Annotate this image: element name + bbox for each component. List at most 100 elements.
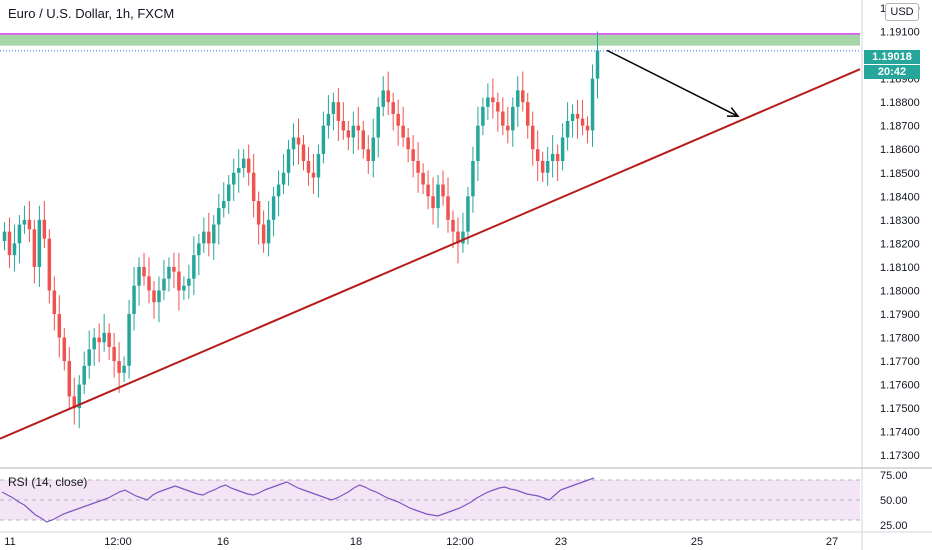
price-tick-label: 1.17300	[880, 450, 920, 462]
candle-body	[411, 149, 415, 161]
candle-body	[52, 290, 57, 314]
candle-body	[87, 349, 91, 366]
candle-body	[456, 231, 460, 244]
symbol-title: Euro / U.S. Dollar, 1h, FXCM	[8, 6, 175, 21]
candle-body	[291, 137, 296, 150]
candle-body	[7, 231, 12, 256]
time-tick-label: 18	[350, 536, 362, 548]
candle-body	[361, 130, 366, 150]
candle-body	[376, 106, 380, 138]
candle-body	[311, 172, 316, 178]
candle-body	[481, 106, 485, 126]
candle-body	[122, 365, 126, 373]
trendline[interactable]	[0, 68, 861, 440]
candle-body	[486, 97, 490, 107]
candle-body	[92, 337, 96, 350]
last-price-badge: 1.19018	[864, 50, 920, 64]
candle-body	[57, 314, 62, 338]
candle-body	[590, 78, 595, 131]
price-tick-label: 1.18400	[880, 191, 920, 203]
candle-body	[595, 50, 600, 79]
candle-body	[575, 113, 580, 119]
candle-body	[391, 102, 395, 114]
candle-body	[371, 137, 376, 161]
candle-body	[540, 161, 545, 173]
candle-body	[112, 346, 116, 362]
candle-body	[321, 125, 326, 154]
time-tick-label: 25	[691, 536, 703, 548]
price-tick-label: 1.18000	[880, 285, 920, 297]
candle-body	[441, 184, 445, 197]
candle-body	[167, 266, 171, 279]
candle-body	[555, 153, 560, 161]
candle-body	[67, 361, 72, 397]
candle-body	[446, 196, 450, 220]
candle-body	[97, 337, 101, 343]
candle-body	[187, 278, 191, 286]
candle-body	[182, 285, 186, 291]
candle-body	[491, 97, 495, 103]
candle-body	[301, 144, 306, 161]
candle-body	[466, 196, 470, 232]
candle-body	[197, 243, 201, 256]
candle-body	[401, 125, 405, 138]
candle-body	[32, 229, 37, 267]
candle-body	[381, 90, 385, 107]
price-tick-label: 1.18300	[880, 215, 920, 227]
candle-body	[47, 238, 52, 291]
price-tick-label: 1.18600	[880, 144, 920, 156]
candle-body	[27, 219, 32, 230]
candle-body	[261, 224, 266, 244]
candle-body	[172, 266, 176, 272]
candle-body	[17, 224, 22, 244]
candle-body	[565, 120, 570, 138]
rsi-tick-label: 50.00	[880, 495, 908, 507]
price-tick-label: 1.18700	[880, 121, 920, 133]
candle-body	[276, 184, 281, 197]
candle-body	[162, 278, 166, 291]
candle-body	[107, 332, 111, 347]
candle-body	[271, 196, 276, 220]
candle-body	[580, 118, 585, 126]
forecast-arrow[interactable]	[606, 49, 739, 117]
candle-body	[152, 290, 156, 303]
candle-body	[511, 106, 515, 131]
candle-body	[535, 149, 540, 161]
candle-body	[266, 219, 271, 244]
candle-body	[117, 361, 121, 373]
candle-body	[545, 161, 550, 173]
time-tick-label: 23	[555, 536, 567, 548]
candle-body	[471, 161, 475, 197]
candle-body	[236, 168, 241, 173]
candle-body	[351, 125, 356, 138]
currency-button[interactable]: USD	[885, 3, 919, 21]
candle-body	[436, 184, 440, 209]
price-tick-label: 1.17900	[880, 309, 920, 321]
time-tick-label: 16	[217, 536, 229, 548]
candle-body	[356, 125, 361, 131]
rsi-tick-label: 25.00	[880, 520, 908, 532]
candle-body	[426, 184, 430, 197]
rsi-title: RSI (14, close)	[8, 475, 88, 489]
candle-body	[72, 396, 77, 409]
candle-body	[147, 276, 151, 291]
candle-body	[530, 125, 535, 150]
candle-body	[406, 137, 410, 150]
candle-body	[416, 161, 420, 173]
candle-body	[516, 90, 520, 107]
candle-body	[525, 102, 530, 126]
candle-body	[37, 219, 42, 267]
candle-body	[157, 290, 161, 303]
candle-body	[506, 125, 510, 131]
candle-body	[102, 332, 106, 343]
candle-body	[22, 219, 27, 225]
resistance-zone[interactable]	[0, 33, 860, 46]
candle-body	[585, 125, 590, 131]
candle-body	[127, 314, 131, 366]
time-tick-label: 27	[826, 536, 838, 548]
candle-body	[82, 365, 86, 385]
candle-body	[222, 201, 226, 209]
candle-body	[396, 113, 400, 126]
